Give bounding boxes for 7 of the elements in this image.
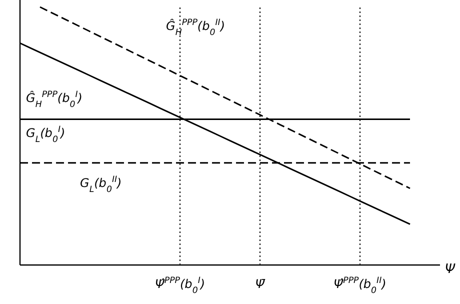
x-axis-title: Ψ [444,262,456,277]
annotation: Ĝ$_{H}$$^{PPP}$(b$_{0}$$^{I}$) [26,90,82,110]
x-tick-label: Ψ̂$^{PPP}$(b$_{0}$$^{II}$) [334,276,386,296]
x-tick-label: Ψ̂$^{PPP}$(b$_{0}$$^{I}$) [154,276,206,296]
annotation: G$_{L}$(b$_{0}$$^{II}$) [80,175,122,195]
annotation: G$_{L}$(b$_{0}$$^{I}$) [26,125,66,145]
x-tick-label: Ψ̄ [255,277,266,291]
